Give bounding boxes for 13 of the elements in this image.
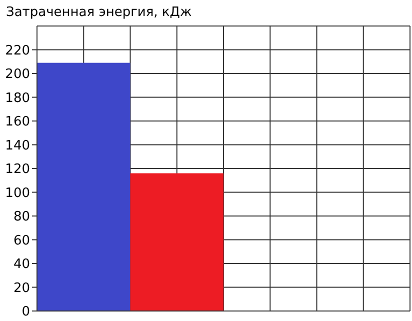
y-tick-label: 120 xyxy=(5,162,30,178)
y-tick-label: 60 xyxy=(13,233,30,248)
y-tick-label: 180 xyxy=(5,90,30,106)
y-tick-label: 100 xyxy=(5,186,30,201)
y-tick-label: 160 xyxy=(5,114,30,130)
y-tick-label: 140 xyxy=(5,138,30,154)
y-tick-label: 220 xyxy=(5,43,30,58)
y-tick-label: 80 xyxy=(13,210,30,225)
y-tick-label: 20 xyxy=(13,280,30,296)
y-tick-label: 40 xyxy=(13,257,30,272)
y-tick-label: 0 xyxy=(22,304,30,320)
y-tick-label: 200 xyxy=(5,67,30,82)
chart-title: Затраченная энергия, кДж xyxy=(6,5,192,20)
